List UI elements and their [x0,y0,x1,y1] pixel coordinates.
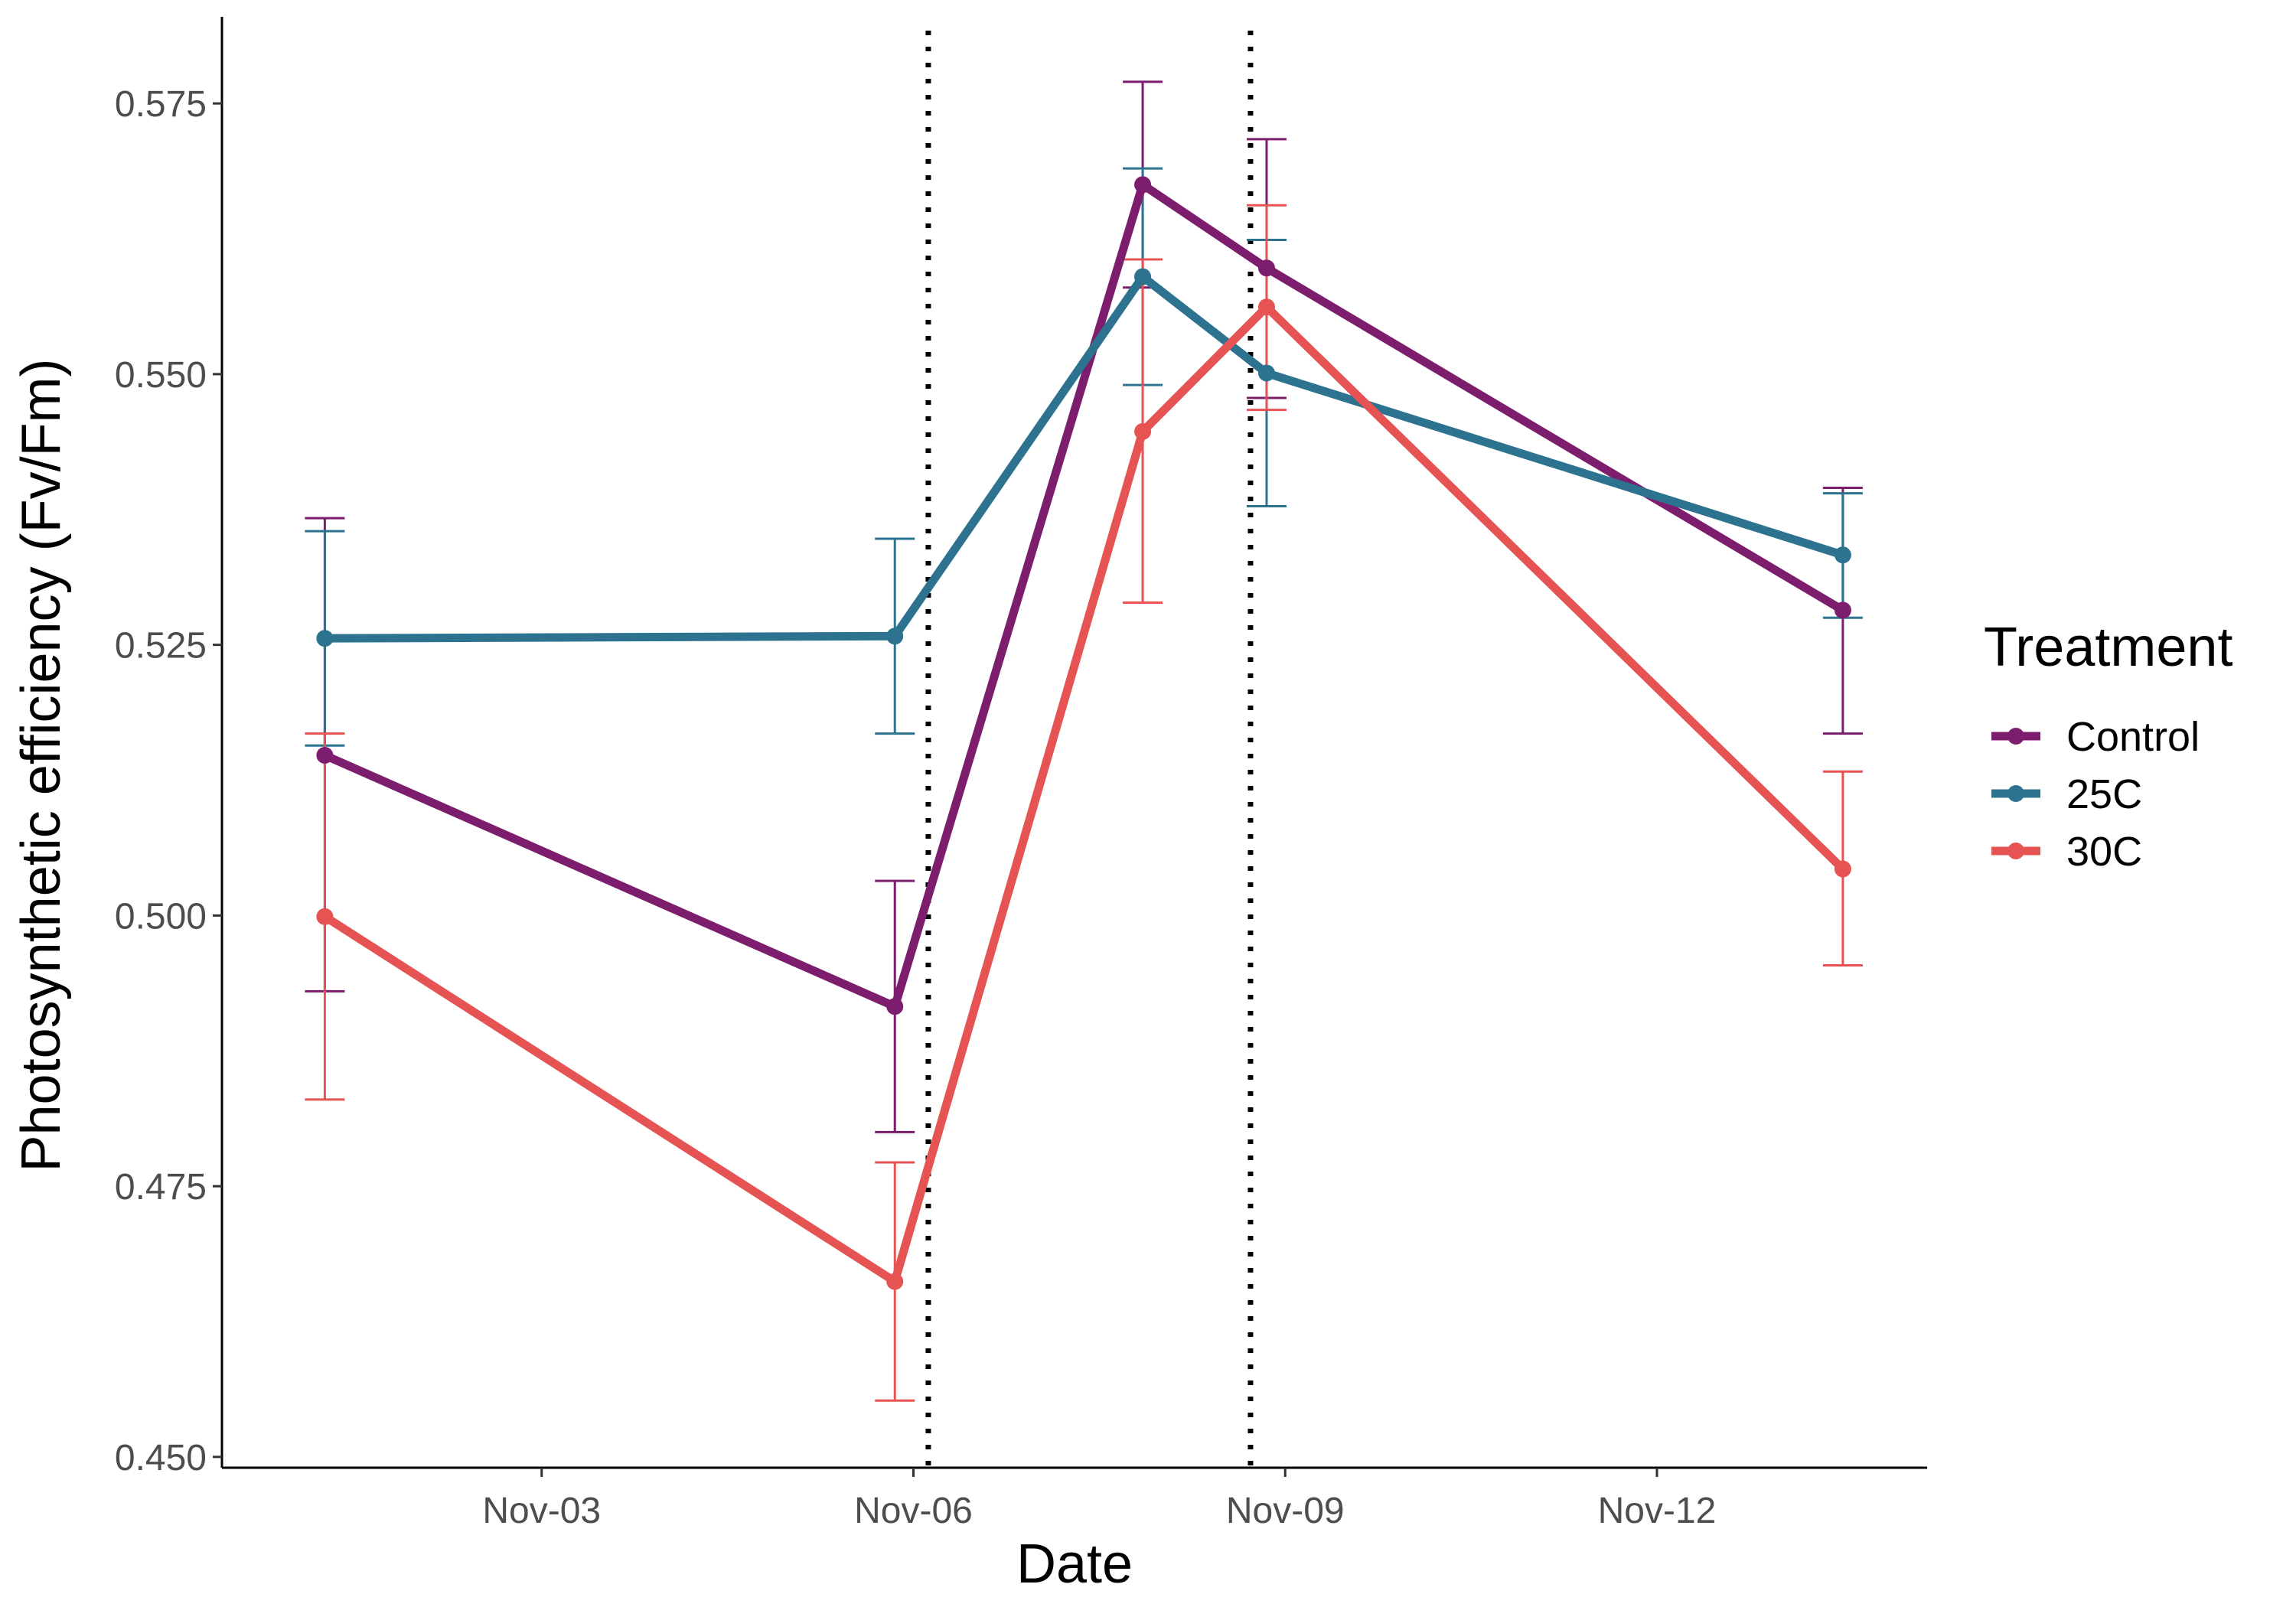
y-tick-label: 0.525 [115,626,207,667]
series-line-25C [325,277,1843,639]
y-tick-label: 0.575 [115,84,207,125]
legend-label: 25C [2066,771,2142,817]
data-point [1258,365,1275,382]
data-point [886,998,903,1015]
x-axis-title: Date [1016,1534,1133,1595]
series-line-Control [325,184,1843,1006]
y-tick-label: 0.475 [115,1167,207,1208]
x-tick-label: Nov-09 [1226,1491,1345,1531]
y-tick-label: 0.450 [115,1438,207,1478]
plot-area [305,31,1863,1468]
data-point [886,1273,903,1290]
legend-swatch-point [2007,785,2024,802]
y-axis-title: Photosynthetic efficiency (Fv/Fm) [11,358,72,1172]
y-tick-label: 0.500 [115,896,207,937]
y-axis-ticks: 0.450 0.475 0.500 0.525 0.550 0.575 [115,84,222,1478]
data-point [316,630,333,647]
x-tick-label: Nov-06 [854,1491,973,1531]
y-tick-label: 0.550 [115,355,207,396]
data-point [316,908,333,925]
data-point [1134,269,1151,285]
x-axis-ticks: Nov-03 Nov-06 Nov-09 Nov-12 [482,1468,1716,1531]
legend-title: Treatment [1984,617,2232,678]
legend-swatch-point [2007,843,2024,859]
data-point [1835,546,1851,563]
data-point [1258,298,1275,315]
data-point [1258,259,1275,276]
data-point [1134,176,1151,193]
data-point [886,627,903,644]
legend: Treatment Control 25C 30C [1984,617,2232,875]
data-point [1835,601,1851,618]
x-tick-label: Nov-12 [1598,1491,1717,1531]
series-line-30C [325,307,1843,1281]
x-tick-label: Nov-03 [482,1491,601,1531]
legend-label: 30C [2066,829,2142,875]
data-point [1134,423,1151,440]
data-point [316,747,333,764]
legend-swatch-point [2007,728,2024,745]
legend-label: Control [2066,714,2200,760]
data-point [1835,861,1851,878]
